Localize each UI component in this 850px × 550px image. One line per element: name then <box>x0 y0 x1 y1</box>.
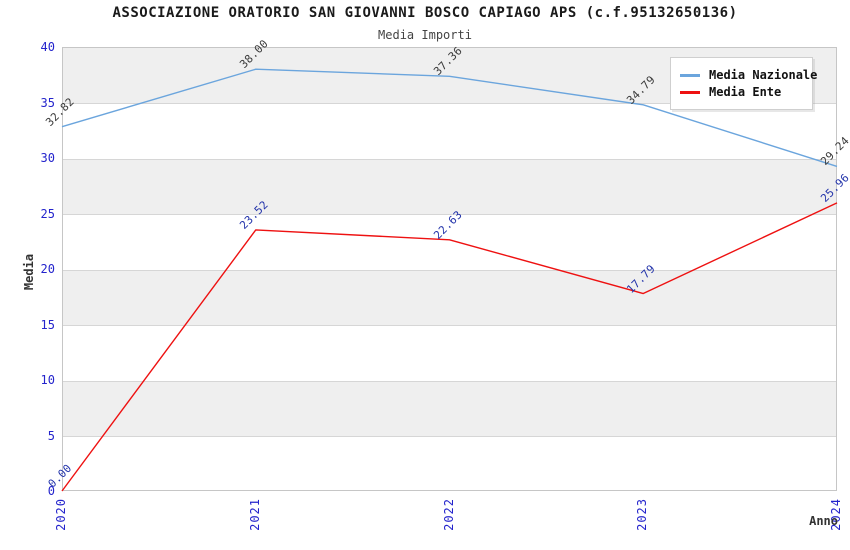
gridline <box>63 158 836 160</box>
legend-item-media-ente: Media Ente <box>680 85 812 99</box>
gridline <box>63 103 836 104</box>
x-tick-label: 2023 <box>635 498 650 531</box>
y-tick-label: 20 <box>40 262 55 276</box>
series-line <box>61 68 838 168</box>
x-tick-label: 2021 <box>247 498 262 531</box>
y-tick-label: 30 <box>40 151 55 165</box>
chart-title: ASSOCIAZIONE ORATORIO SAN GIOVANNI BOSCO… <box>112 5 738 21</box>
y-tick-label: 35 <box>40 95 55 110</box>
gridline <box>63 214 836 215</box>
legend-box: Media Nazionale Media Ente <box>670 57 817 110</box>
y-tick-label: 0 <box>47 484 55 498</box>
legend-label: Media Nazionale <box>709 68 818 82</box>
x-tick-label: 2020 <box>54 498 68 531</box>
y-tick-label: 15 <box>40 317 55 332</box>
chart-subtitle: Media Importi <box>378 28 472 42</box>
legend-item-media-nazionale: Media Nazionale <box>680 68 817 82</box>
grid-band <box>63 159 836 215</box>
y-axis-title: Media <box>22 253 36 291</box>
plot-area <box>62 47 837 491</box>
legend-line-swatch-blue <box>680 73 700 77</box>
gridline <box>63 269 836 271</box>
legend-label: Media Ente <box>709 85 782 99</box>
grid-band <box>63 381 836 437</box>
legend-line-swatch-red <box>680 90 700 94</box>
x-tick-label: 2022 <box>441 498 456 531</box>
gridline <box>63 380 836 382</box>
x-axis-title: Anno <box>809 514 838 528</box>
y-tick-label: 40 <box>40 40 55 54</box>
y-tick-label: 25 <box>40 206 55 221</box>
y-tick-label: 10 <box>40 373 55 387</box>
series-line <box>61 202 838 492</box>
y-tick-label: 5 <box>47 428 55 443</box>
gridline <box>63 325 836 326</box>
gridline <box>63 436 836 437</box>
series-lines <box>61 68 838 492</box>
